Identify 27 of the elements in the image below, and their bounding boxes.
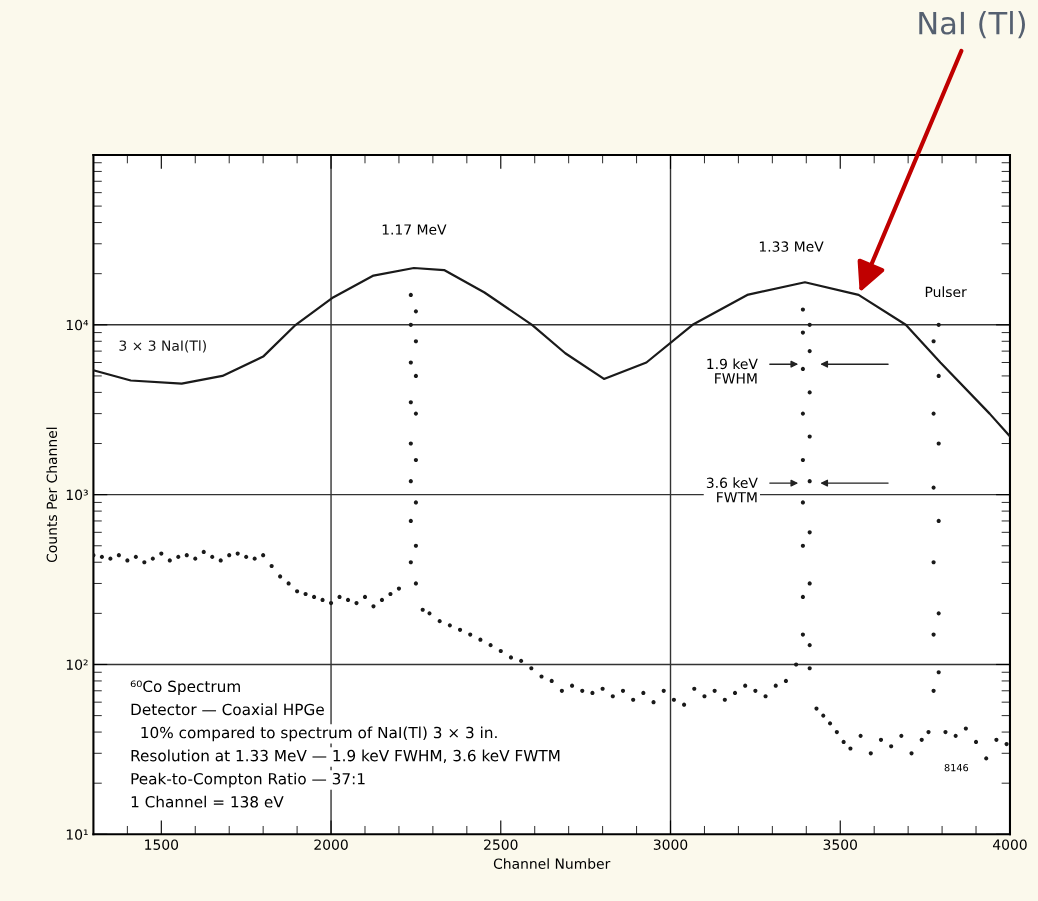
- x-tick-label: 1500: [145, 839, 179, 850]
- annotation: 1.17 MeV: [382, 224, 447, 235]
- annotation: 3.6 keV FWTM: [706, 477, 758, 503]
- annotation: Detector — Coaxial HPGe: [131, 703, 324, 716]
- y-tick-label: 10⁴: [66, 319, 89, 331]
- annotation: 1 Channel = 138 eV: [131, 795, 284, 808]
- y-tick-label: 10¹: [66, 829, 88, 840]
- annotation: ⁶⁰Co Spectrum: [130, 680, 240, 696]
- x-tick-label: 2000: [314, 839, 348, 850]
- y-axis-title: Counts Per Channel: [46, 427, 58, 563]
- x-tick-label: 3000: [653, 839, 688, 850]
- annotation: Resolution at 1.33 MeV — 1.9 keV FWHM, 3.6 keV FWTM: [131, 749, 560, 763]
- annotation: NaI (Tl): [919, 10, 1025, 39]
- annotation: 10% compared to spectrum of NaI(Tl) 3 × 3 in.: [141, 726, 497, 742]
- annotation: 1.33 MeV: [759, 241, 824, 252]
- x-tick-label: 3500: [823, 839, 857, 850]
- series-label: 3 × 3 NaI(Tl): [119, 340, 206, 353]
- x-tick-label: 4000: [992, 839, 1027, 850]
- annotation: Peak-to-Compton Ratio — 37:1: [131, 772, 365, 788]
- x-axis-title: Channel Number: [493, 858, 611, 869]
- y-tick-label: 10²: [66, 659, 88, 670]
- y-tick-label: 10³: [66, 489, 88, 501]
- x-tick-label: 2500: [484, 839, 518, 850]
- annotation: 8146: [944, 763, 969, 772]
- annotation: Pulser: [925, 286, 967, 298]
- annotation: 1.9 keV FWHM: [707, 358, 758, 384]
- line-series: [93, 266, 1010, 438]
